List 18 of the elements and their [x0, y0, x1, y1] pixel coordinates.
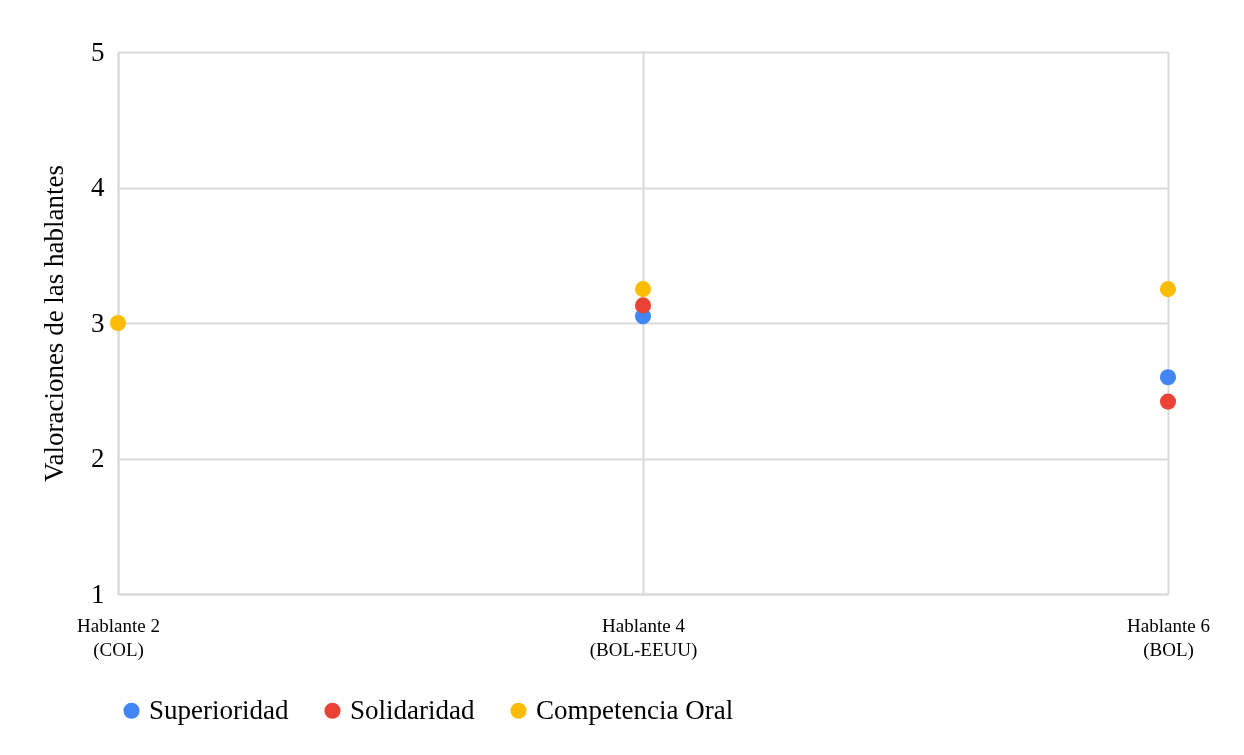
y-tick-label: 2 [91, 443, 105, 473]
x-tick-label: Hablante 2 (COL) [77, 614, 160, 661]
y-tick-label: 3 [91, 307, 105, 338]
y-tick-label: 5 [91, 36, 105, 67]
y-tick-label: 1 [91, 578, 105, 609]
point [634, 281, 652, 298]
point [1159, 393, 1177, 410]
point [1159, 369, 1177, 386]
x-tick-label: Hablante 4 (BOL-EEUU) [589, 614, 698, 661]
point [634, 297, 652, 314]
y-tick-label: 4 [91, 172, 105, 202]
legend-label: Superioridad [149, 694, 289, 725]
point [109, 314, 127, 332]
legend-label: Solidaridad [350, 694, 475, 725]
legend-label: Competencia Oral [536, 694, 734, 725]
point [1159, 281, 1177, 298]
x-tick-label: Hablante 6 (BOL) [1127, 614, 1210, 661]
y-axis-title: Valoraciones de las hablantes [39, 164, 69, 483]
